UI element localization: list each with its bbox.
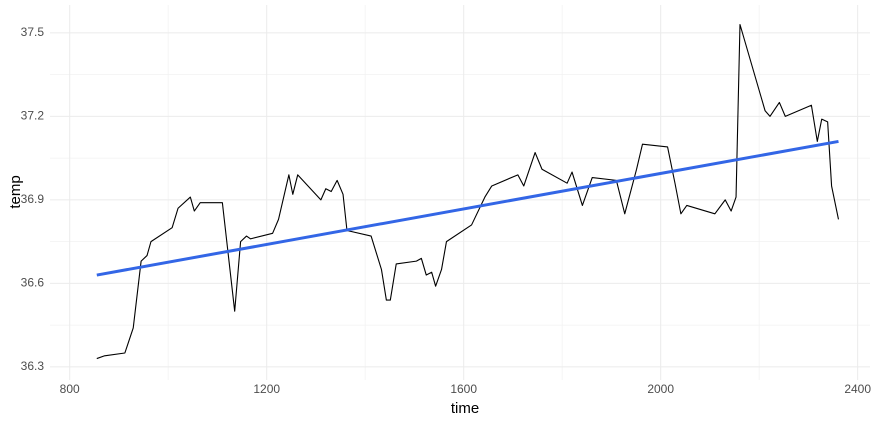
trend-line	[96, 139, 839, 277]
y-tick-label: 36.9	[21, 192, 45, 206]
x-tick-label: 800	[60, 382, 80, 396]
data-line	[96, 23, 840, 360]
y-tick-label: 36.3	[21, 359, 45, 373]
y-axis-label: temp	[7, 175, 24, 208]
y-tick-label: 37.5	[21, 25, 45, 39]
y-tick-label: 37.2	[21, 109, 45, 123]
y-tick-label: 36.6	[21, 276, 45, 290]
x-tick-label: 2000	[647, 382, 674, 396]
x-tick-label: 1200	[253, 382, 280, 396]
x-axis-label: time	[451, 400, 479, 417]
x-tick-label: 2400	[844, 382, 871, 396]
x-tick-label: 1600	[450, 382, 477, 396]
